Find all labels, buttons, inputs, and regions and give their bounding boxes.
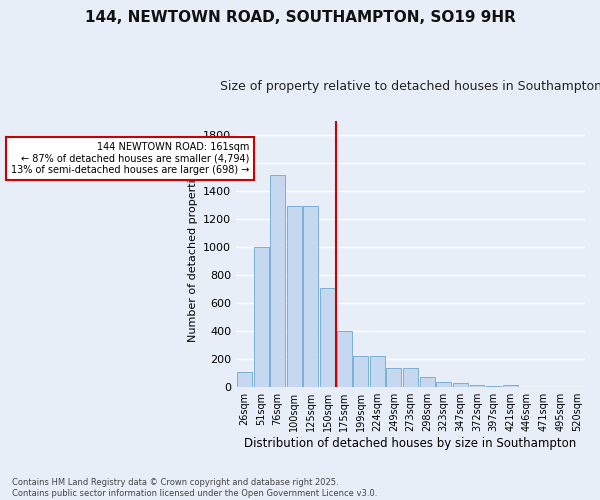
Bar <box>304 206 319 387</box>
Bar <box>503 385 518 387</box>
Bar <box>320 288 335 387</box>
Bar <box>254 247 269 387</box>
Bar <box>353 356 368 387</box>
Bar <box>419 376 434 387</box>
Bar <box>287 206 302 387</box>
Text: 144 NEWTOWN ROAD: 161sqm
← 87% of detached houses are smaller (4,794)
13% of sem: 144 NEWTOWN ROAD: 161sqm ← 87% of detach… <box>11 142 249 175</box>
Title: Size of property relative to detached houses in Southampton: Size of property relative to detached ho… <box>220 80 600 93</box>
Bar <box>470 385 484 387</box>
Text: 144, NEWTOWN ROAD, SOUTHAMPTON, SO19 9HR: 144, NEWTOWN ROAD, SOUTHAMPTON, SO19 9HR <box>85 10 515 25</box>
Bar <box>270 176 285 387</box>
X-axis label: Distribution of detached houses by size in Southampton: Distribution of detached houses by size … <box>244 437 577 450</box>
Text: Contains HM Land Registry data © Crown copyright and database right 2025.
Contai: Contains HM Land Registry data © Crown c… <box>12 478 377 498</box>
Bar <box>370 356 385 387</box>
Bar <box>337 331 352 387</box>
Bar <box>436 382 451 387</box>
Bar <box>237 372 252 387</box>
Bar <box>403 368 418 387</box>
Bar <box>453 383 468 387</box>
Y-axis label: Number of detached properties: Number of detached properties <box>188 166 197 342</box>
Bar <box>486 386 501 387</box>
Bar <box>386 368 401 387</box>
